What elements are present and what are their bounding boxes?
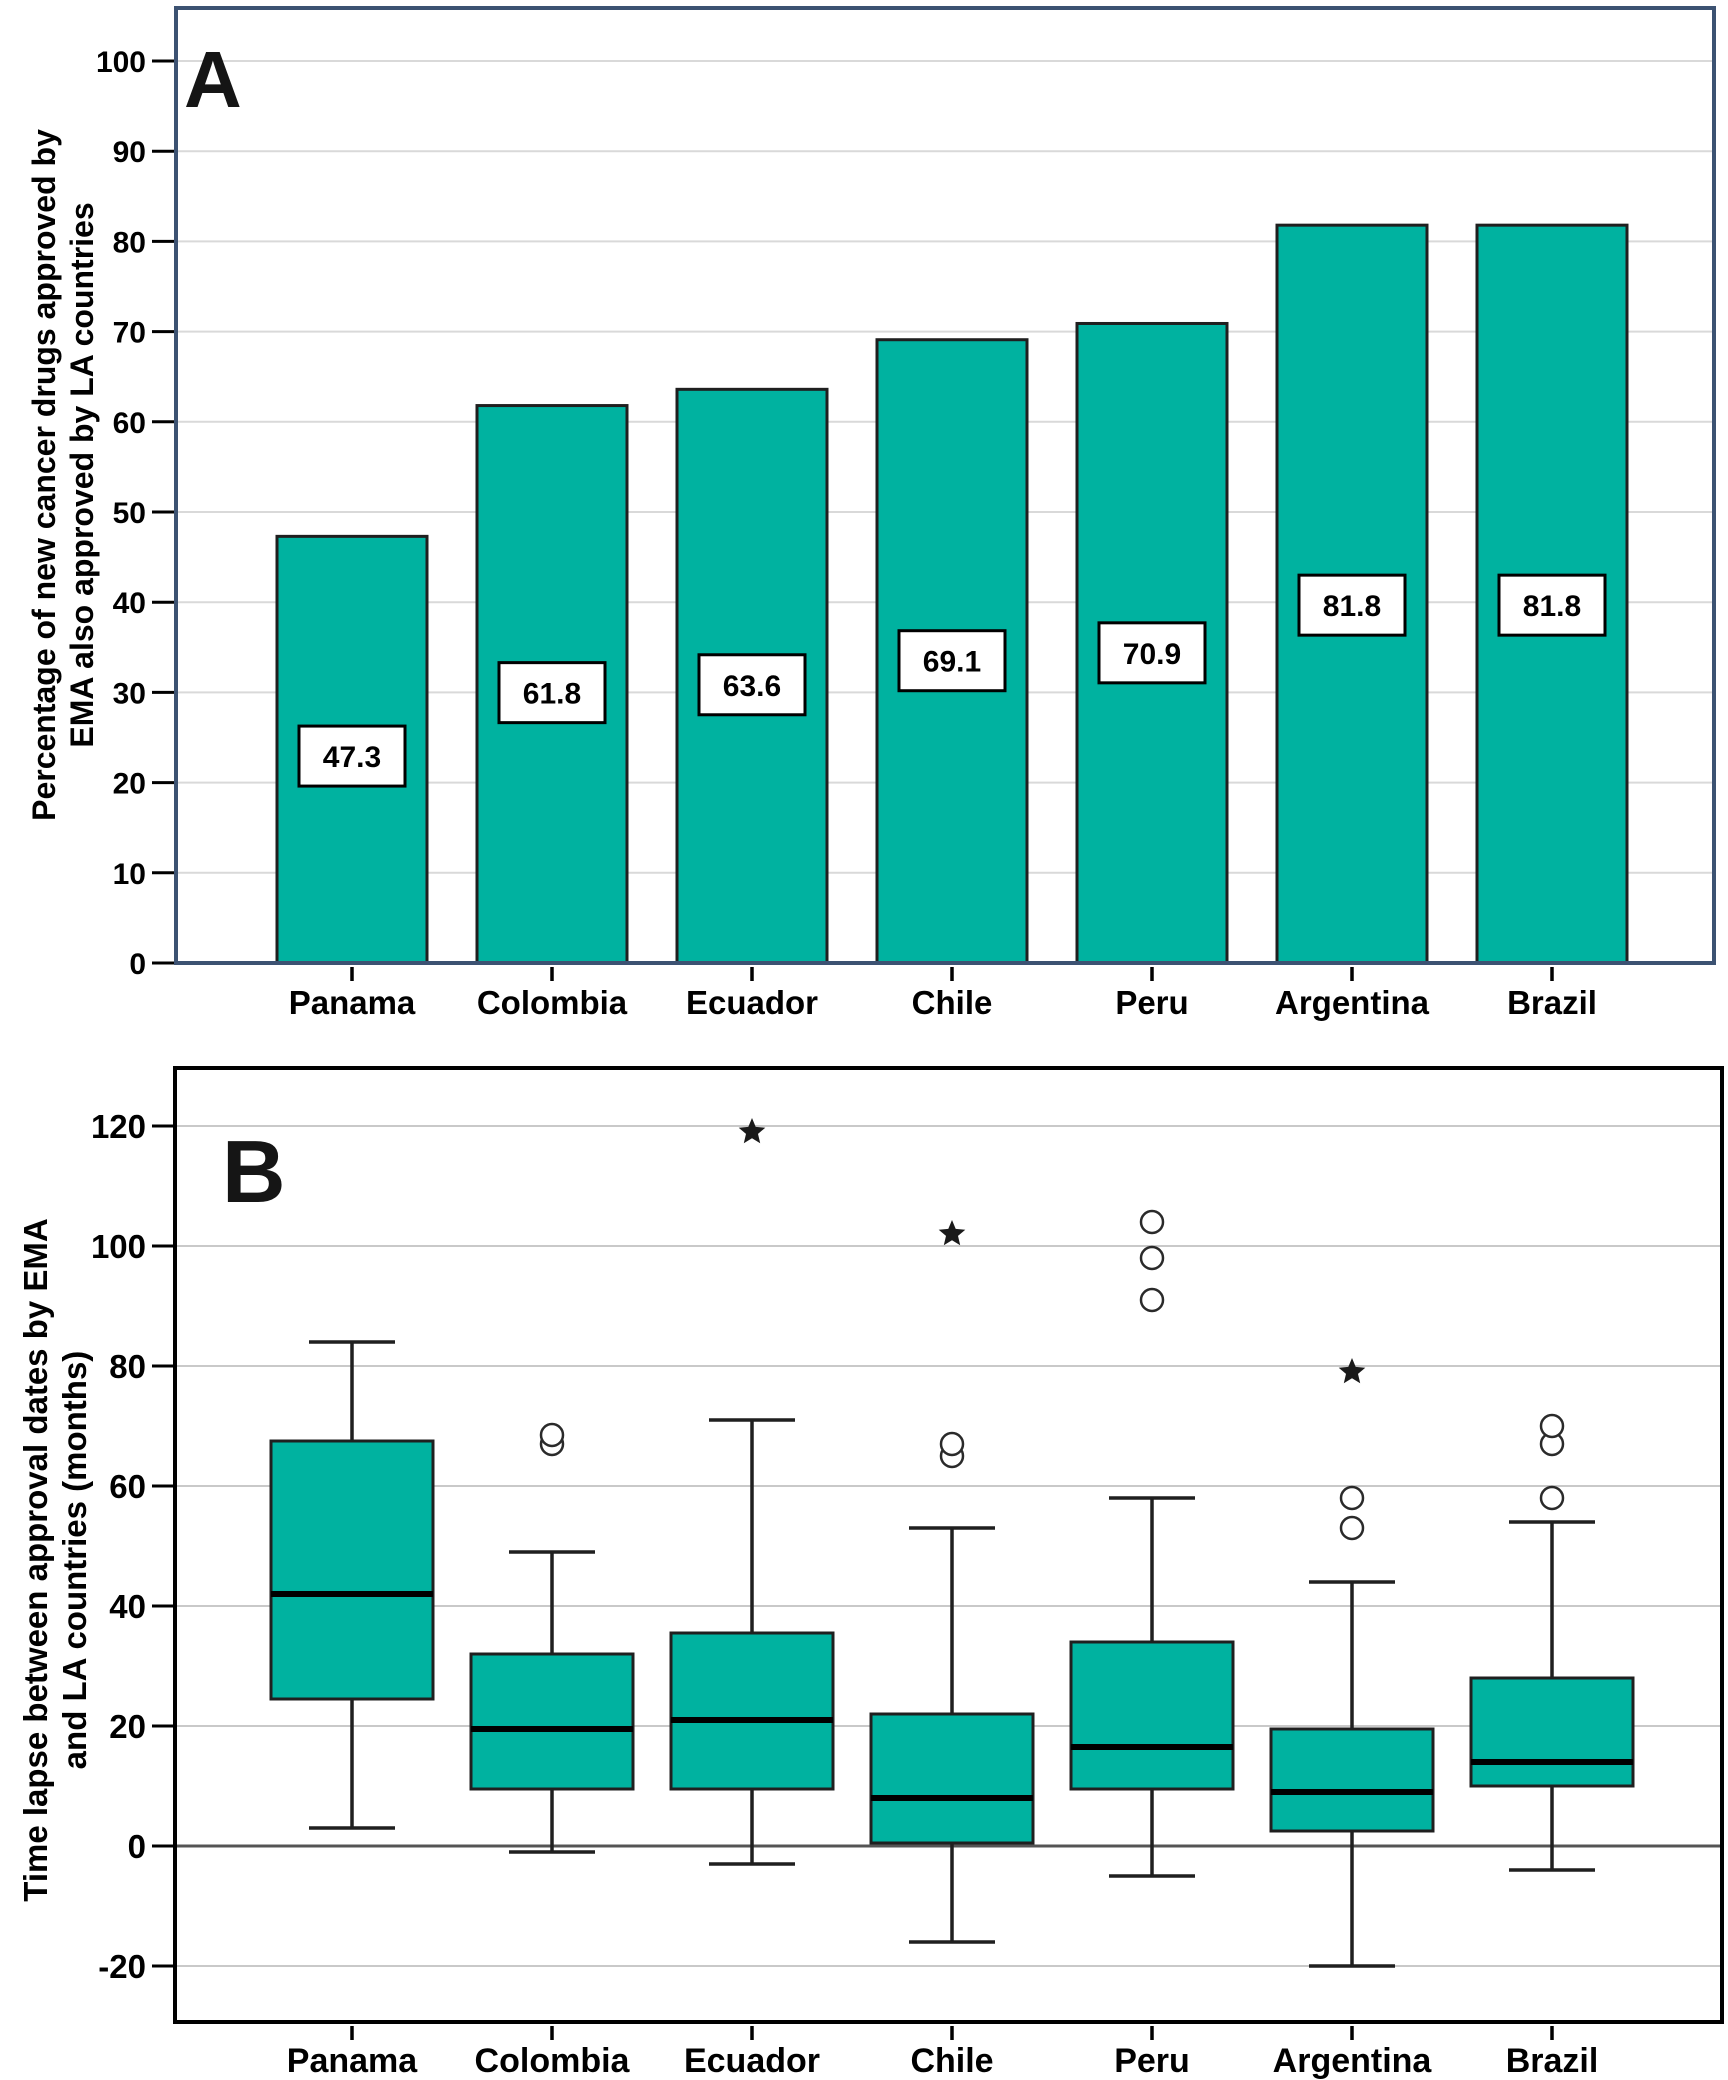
outlier-circle-colombia-1 (539, 1422, 565, 1448)
x-label-b-brazil: Brazil (1506, 2042, 1599, 2080)
boxplot-argentina (1269, 1358, 1435, 1968)
y-tick-label-b-0: 0 (128, 1828, 146, 1865)
y-tick-label-a-0: 0 (129, 948, 146, 981)
y-tick-label-a-20: 20 (113, 768, 146, 801)
y-tick-label-a-70: 70 (113, 317, 146, 350)
y-tick-label-b-120: 120 (91, 1108, 146, 1145)
box-iqr-peru (1069, 1640, 1235, 1791)
outlier-circle-argentina-1 (1339, 1485, 1365, 1511)
bar-value-label-argentina: 81.8 (1323, 590, 1381, 623)
bar-value-label-ecuador: 63.6 (723, 670, 781, 703)
box-iqr-colombia (469, 1652, 635, 1791)
x-label-b-colombia: Colombia (475, 2042, 631, 2080)
y-tick-label-b-60: 60 (109, 1468, 146, 1505)
outlier-star-chile-0 (938, 1220, 966, 1246)
bar-value-box-peru (1097, 621, 1207, 685)
x-label-a-argentina: Argentina (1275, 984, 1430, 1021)
x-label-a-panama: Panama (289, 984, 416, 1021)
outlier-circle-chile-1 (939, 1431, 965, 1457)
bar-value-label-chile: 69.1 (923, 646, 981, 679)
boxplot-colombia (469, 1422, 635, 1854)
panel-a-plot-border (174, 6, 1716, 965)
y-tick-label-a-40: 40 (113, 587, 146, 620)
y-tick-label-a-30: 30 (113, 677, 146, 710)
x-label-b-chile: Chile (910, 2042, 993, 2080)
outlier-circle-brazil-2 (1539, 1413, 1565, 1439)
outlier-circle-peru-1 (1139, 1245, 1165, 1271)
bar-value-label-brazil: 81.8 (1523, 590, 1581, 623)
x-label-a-colombia: Colombia (477, 984, 628, 1021)
boxplot-ecuador (669, 1118, 835, 1866)
outlier-star-ecuador-0 (738, 1118, 766, 1144)
x-label-a-peru: Peru (1115, 984, 1188, 1021)
panel-b-plot-border (173, 1066, 1724, 2024)
bar-value-box-colombia (497, 661, 607, 725)
x-label-b-panama: Panama (287, 2042, 418, 2080)
y-tick-label-a-90: 90 (113, 136, 146, 169)
box-iqr-argentina (1269, 1727, 1435, 1833)
box-iqr-brazil (1469, 1676, 1635, 1788)
outlier-star-argentina-0 (1338, 1358, 1366, 1384)
y-tick-label-a-50: 50 (113, 497, 146, 530)
box-iqr-chile (869, 1712, 1035, 1845)
x-label-a-chile: Chile (912, 984, 993, 1021)
box-iqr-panama (269, 1439, 435, 1701)
y-tick-label-a-10: 10 (113, 858, 146, 891)
box-iqr-ecuador (669, 1631, 835, 1791)
panel-a-bar-chart: 0 10 20 30 40 50 60 70 80 90 100 Panama Colombia Ecua… (96, 6, 1716, 1021)
y-tick-label-b-100: 100 (91, 1228, 146, 1265)
bar-value-label-colombia: 61.8 (523, 678, 581, 711)
y-tick-label-b-80: 80 (109, 1348, 146, 1385)
x-label-b-ecuador: Ecuador (684, 2042, 820, 2080)
bar-value-box-panama (297, 724, 407, 788)
boxplot-chile (869, 1220, 1035, 1944)
boxplot-peru (1069, 1209, 1235, 1878)
y-tick-label-b--20: -20 (98, 1948, 146, 1985)
x-label-b-argentina: Argentina (1273, 2042, 1433, 2080)
boxplot-panama (269, 1340, 435, 1830)
x-label-a-brazil: Brazil (1507, 984, 1597, 1021)
y-tick-label-b-20: 20 (109, 1708, 146, 1745)
outlier-circle-peru-0 (1139, 1287, 1165, 1313)
panel-b-box-plot: -20 0 20 40 60 80 100 120 Panama Colombia Ecuador C… (91, 1066, 1724, 2080)
bar-value-label-panama: 47.3 (323, 741, 381, 774)
bar-value-box-brazil (1497, 573, 1607, 637)
bar-value-box-argentina (1297, 573, 1407, 637)
bar-value-box-chile (897, 629, 1007, 693)
bar-value-box-ecuador (697, 653, 807, 717)
y-tick-label-a-100: 100 (96, 46, 146, 79)
y-tick-label-b-40: 40 (109, 1588, 146, 1625)
outlier-circle-brazil-0 (1539, 1485, 1565, 1511)
boxplot-brazil (1469, 1413, 1635, 1872)
x-label-a-ecuador: Ecuador (686, 984, 818, 1021)
outlier-circle-peru-2 (1139, 1209, 1165, 1235)
outlier-circle-argentina-0 (1339, 1515, 1365, 1541)
y-tick-label-a-80: 80 (113, 226, 146, 259)
x-label-b-peru: Peru (1114, 2042, 1190, 2080)
bar-value-label-peru: 70.9 (1123, 638, 1181, 671)
y-tick-label-a-60: 60 (113, 407, 146, 440)
